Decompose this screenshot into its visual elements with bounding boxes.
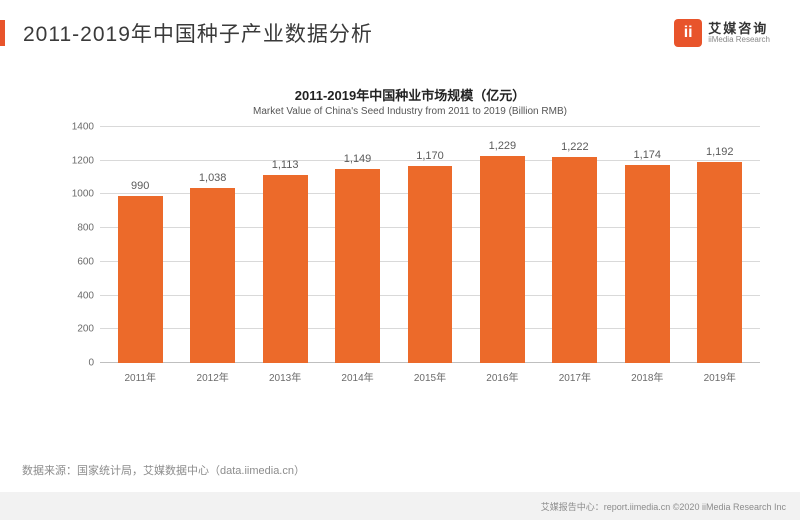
y-axis: 0200400600800100012001400 xyxy=(60,127,98,363)
bar-slot: 1,192 xyxy=(684,127,756,363)
x-tick-label: 2013年 xyxy=(249,363,321,387)
brand-logo: ii 艾媒咨询 iiMedia Research xyxy=(674,19,770,47)
data-source: 数据来源：国家统计局，艾媒数据中心（data.iimedia.cn） xyxy=(22,462,305,478)
bar-slot: 1,113 xyxy=(249,127,321,363)
bar-value-label: 1,192 xyxy=(706,146,734,158)
brand-mark-icon: ii xyxy=(674,19,702,47)
bar xyxy=(190,188,235,363)
x-tick-label: 2012年 xyxy=(176,363,248,387)
bar xyxy=(625,165,670,363)
bars-container: 990 1,038 1,113 1,149 1,170 1,229 1,222 1,174 1,… xyxy=(100,127,760,363)
x-tick-label: 2011年 xyxy=(104,363,176,387)
accent-bar xyxy=(0,20,5,46)
y-tick: 1000 xyxy=(72,189,94,200)
bar-value-label: 1,222 xyxy=(561,141,589,153)
chart-plot: 0200400600800100012001400 9901,0381,1131… xyxy=(60,127,760,387)
bar xyxy=(335,169,380,363)
bar-slot: 1,149 xyxy=(321,127,393,363)
y-tick: 200 xyxy=(77,324,94,335)
x-tick-label: 2016年 xyxy=(466,363,538,387)
bar xyxy=(118,196,163,363)
x-tick-label: 2017年 xyxy=(539,363,611,387)
bar xyxy=(552,157,597,363)
page-title: 2011-2019年中国种子产业数据分析 xyxy=(23,18,373,48)
chart-title-cn: 2011-2019年中国种业市场规模（亿元） xyxy=(60,85,760,104)
bar xyxy=(697,162,742,363)
bar-slot: 1,222 xyxy=(539,127,611,363)
y-tick: 400 xyxy=(77,290,94,301)
x-axis-labels: 2011年2012年2013年2014年2015年2016年2017年2018年… xyxy=(100,363,760,387)
bar-slot: 1,174 xyxy=(611,127,683,363)
x-tick-label: 2015年 xyxy=(394,363,466,387)
bar-value-label: 1,174 xyxy=(634,149,662,161)
brand-name-cn: 艾媒咨询 xyxy=(708,22,770,36)
bar-value-label: 990 xyxy=(131,180,149,192)
bar-slot: 1,170 xyxy=(394,127,466,363)
bar-value-label: 1,229 xyxy=(489,140,517,152)
header: 2011-2019年中国种子产业数据分析 ii 艾媒咨询 iiMedia Res… xyxy=(0,0,800,48)
footer-text: 艾媒报告中心：report.iimedia.cn ©2020 iiMedia R… xyxy=(541,500,786,513)
bar-slot: 1,038 xyxy=(176,127,248,363)
bar xyxy=(408,166,453,363)
brand-name-en: iiMedia Research xyxy=(708,36,770,44)
x-tick-label: 2019年 xyxy=(684,363,756,387)
title-wrap: 2011-2019年中国种子产业数据分析 xyxy=(0,18,373,48)
x-tick-label: 2018年 xyxy=(611,363,683,387)
chart-title-en: Market Value of China's Seed Industry fr… xyxy=(60,106,760,117)
bar-value-label: 1,038 xyxy=(199,172,227,184)
bar-value-label: 1,170 xyxy=(416,150,444,162)
bar-value-label: 1,149 xyxy=(344,153,372,165)
y-tick: 600 xyxy=(77,256,94,267)
bar-value-label: 1,113 xyxy=(272,159,299,171)
footer: 艾媒报告中心：report.iimedia.cn ©2020 iiMedia R… xyxy=(0,492,800,520)
x-tick-label: 2014年 xyxy=(321,363,393,387)
bar-slot: 1,229 xyxy=(466,127,538,363)
y-tick: 1400 xyxy=(72,122,94,133)
bar xyxy=(480,156,525,363)
y-tick: 1200 xyxy=(72,155,94,166)
chart: 2011-2019年中国种业市场规模（亿元） Market Value of C… xyxy=(60,85,760,415)
bar-slot: 990 xyxy=(104,127,176,363)
bar xyxy=(263,175,308,363)
y-tick: 800 xyxy=(77,223,94,234)
y-tick: 0 xyxy=(88,358,94,369)
